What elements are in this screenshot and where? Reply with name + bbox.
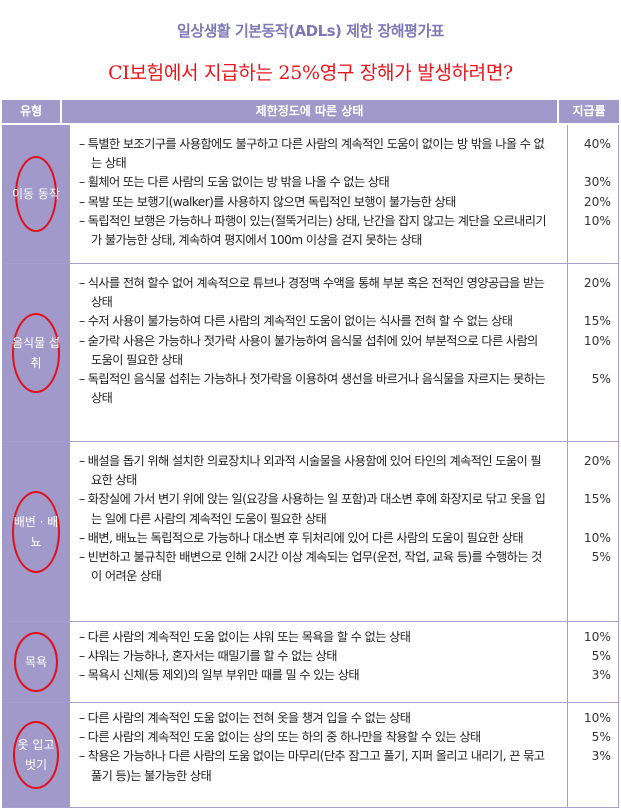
payout-rate: 3% — [591, 749, 611, 764]
payout-rate: 10% — [583, 333, 611, 348]
state-text: – 착용은 가능하나 다른 사람의 도움 없이는 마무리(단추 잠그고 풀기, … — [79, 749, 545, 783]
state-text: – 특별한 보조기구를 사용함에도 불구하고 다른 사람의 계속적인 도움이 없… — [79, 137, 545, 171]
state-text: – 식사를 전혀 할수 없어 계속적으로 튜브나 경정맥 수액을 통해 부분 혹… — [79, 276, 545, 310]
list-item: – 착용은 가능하나 다른 사람의 도움 없이는 마무리(단추 잠그고 풀기, … — [71, 747, 618, 785]
list-item: – 식사를 전혀 할수 없어 계속적으로 튜브나 경정맥 수액을 통해 부분 혹… — [71, 274, 618, 312]
list-item: – 다른 사람의 계속적인 도움 없이는 샤워 또는 목욕을 할 수 없는 상태… — [71, 628, 618, 647]
state-text: – 배설을 돕기 위해 설치한 의료장치나 외과적 시술물을 사용함에 있어 타… — [79, 454, 542, 488]
header-state: 제한정도에 따른 상태 — [62, 100, 559, 123]
list-item: – 휠체어 또는 다른 사람의 도움 없이는 방 밖을 나올 수 없는 상태 30… — [71, 173, 618, 192]
list-item: – 배변, 배뇨는 독립적으로 가능하나 대소변 후 뒤처리에 있어 다른 사람… — [71, 529, 618, 548]
payout-rate: 15% — [583, 314, 611, 329]
type-cell: 목욕 — [2, 622, 71, 702]
red-circle-highlight — [15, 156, 57, 232]
type-label: 이동 동작 — [12, 187, 60, 201]
table-row: 옷 입고 벗기 – 다른 사람의 계속적인 도움 없이는 전혀 옷을 챙겨 입을 … — [2, 702, 619, 807]
list-item: – 특별한 보조기구를 사용함에도 불구하고 다른 사람의 계속적인 도움이 없… — [71, 135, 618, 173]
payout-rate: 40% — [583, 137, 611, 151]
list-item: – 독립적인 보행은 가능하나 파행이 있는(절뚝거리는) 상태, 난간을 잡지… — [71, 212, 618, 250]
state-text: – 휠체어 또는 다른 사람의 도움 없이는 방 밖을 나올 수 없는 상태 — [79, 175, 390, 190]
payout-rate: 10% — [583, 711, 611, 725]
state-text: – 다른 사람의 계속적인 도움 없이는 상의 또는 하의 중 하나만을 착용할… — [79, 730, 481, 745]
state-cell: – 다른 사람의 계속적인 도움 없이는 샤워 또는 목욕을 할 수 없는 상태… — [71, 622, 619, 702]
payout-rate: 5% — [591, 730, 611, 745]
header-type: 유형 — [2, 100, 62, 123]
state-text: – 숟가락 사용은 가능하나 젓가락 사용이 불가능하여 음식물 섭취에 있어 … — [79, 333, 538, 367]
table-row: 배변 · 배뇨 – 배설을 돕기 위해 설치한 의료장치나 외과적 시술물을 사용… — [2, 441, 619, 621]
table-row: 목욕 – 다른 사람의 계속적인 도움 없이는 샤워 또는 목욕을 할 수 없는 … — [2, 621, 619, 702]
list-item: – 다른 사람의 계속적인 도움 없이는 전혀 옷을 챙겨 입을 수 없는 상태… — [71, 709, 618, 728]
payout-rate: 3% — [591, 668, 611, 683]
page-title: 일상생활 기본동작(ADLs) 제한 장해평가표 — [177, 22, 444, 40]
state-cell: – 식사를 전혀 할수 없어 계속적으로 튜브나 경정맥 수액을 통해 부분 혹… — [71, 264, 619, 441]
payout-rate: 20% — [583, 194, 611, 209]
state-text: – 화장실에 가서 변기 위에 앉는 일(요강을 사용하는 일 포함)과 대소변… — [79, 492, 546, 526]
type-cell: 옷 입고 벗기 — [2, 703, 71, 807]
type-cell: 배변 · 배뇨 — [2, 442, 71, 621]
red-circle-highlight — [14, 632, 58, 692]
state-text: – 빈번하고 불규칙한 배변으로 인해 2시간 이상 계속되는 업무(운전, 작… — [79, 550, 542, 584]
state-text: – 다른 사람의 계속적인 도움 없이는 샤워 또는 목욕을 할 수 없는 상태 — [79, 630, 411, 644]
type-cell: 이동 동작 — [2, 125, 71, 263]
payout-rate: 10% — [583, 630, 611, 644]
payout-rate: 10% — [583, 213, 611, 228]
payout-rate: 20% — [583, 454, 611, 468]
state-text: – 목발 또는 보행기(walker)를 사용하지 않으면 독립적인 보행이 불… — [79, 194, 456, 209]
table-row: 이동 동작 – 특별한 보조기구를 사용함에도 불구하고 다른 사람의 계속적인 … — [2, 123, 619, 263]
list-item: – 샤워는 가능하나, 혼자서는 때밀기를 할 수 없는 상태 5% — [71, 647, 618, 666]
payout-rate: 15% — [583, 492, 611, 507]
list-item: – 다른 사람의 계속적인 도움 없이는 상의 또는 하의 중 하나만을 착용할… — [71, 728, 618, 747]
payout-rate: 5% — [591, 649, 611, 664]
red-circle-highlight — [12, 312, 60, 393]
state-text: – 다른 사람의 계속적인 도움 없이는 전혀 옷을 챙겨 입을 수 없는 상태 — [79, 711, 411, 725]
type-label: 배변 · 배뇨 — [13, 514, 59, 549]
type-label: 목욕 — [24, 655, 48, 669]
table-header: 유형 제한정도에 따른 상태 지급률 — [2, 100, 619, 123]
list-item: – 목발 또는 보행기(walker)를 사용하지 않으면 독립적인 보행이 불… — [71, 193, 618, 212]
payout-rate: 20% — [583, 276, 611, 290]
state-text: – 독립적인 음식물 섭취는 가능하나 젓가락을 이용하여 생선을 바르거나 음… — [79, 372, 546, 406]
list-item: – 화장실에 가서 변기 위에 앉는 일(요강을 사용하는 일 포함)과 대소변… — [71, 490, 618, 528]
list-item: – 빈번하고 불규칙한 배변으로 인해 2시간 이상 계속되는 업무(운전, 작… — [71, 548, 618, 586]
state-text: – 목욕시 신체(등 제외)의 일부 부위만 때를 밀 수 있는 상태 — [79, 668, 360, 683]
state-text: – 수저 사용이 불가능하여 다른 사람의 계속적인 도움이 없이는 식사를 전… — [79, 314, 513, 329]
table-row: 음식물 섭취 – 식사를 전혀 할수 없어 계속적으로 튜브나 경정맥 수액을 통… — [2, 263, 619, 441]
list-item: – 수저 사용이 불가능하여 다른 사람의 계속적인 도움이 없이는 식사를 전… — [71, 312, 618, 331]
payout-rate: 5% — [591, 550, 611, 565]
state-cell: – 배설을 돕기 위해 설치한 의료장치나 외과적 시술물을 사용함에 있어 타… — [71, 442, 619, 621]
type-label: 음식물 섭취 — [12, 335, 60, 370]
header-rate: 지급률 — [572, 104, 606, 118]
red-circle-highlight — [13, 721, 59, 789]
page-subtitle: CI보험에서 지급하는 25%영구 장해가 발생하려면? — [108, 62, 513, 84]
list-item: – 숟가락 사용은 가능하나 젓가락 사용이 불가능하여 음식물 섭취에 있어 … — [71, 332, 618, 370]
payout-rate: 10% — [583, 530, 611, 545]
red-circle-highlight — [12, 490, 60, 573]
state-text: – 샤워는 가능하나, 혼자서는 때밀기를 할 수 없는 상태 — [79, 649, 337, 664]
payout-rate: 30% — [583, 175, 611, 190]
payout-rate: 5% — [591, 372, 611, 387]
state-text: – 배변, 배뇨는 독립적으로 가능하나 대소변 후 뒤처리에 있어 다른 사람… — [79, 530, 524, 545]
list-item: – 목욕시 신체(등 제외)의 일부 부위만 때를 밀 수 있는 상태 3% — [71, 666, 618, 685]
type-label: 옷 입고 벗기 — [17, 738, 55, 772]
state-cell: – 특별한 보조기구를 사용함에도 불구하고 다른 사람의 계속적인 도움이 없… — [71, 125, 619, 263]
list-item: – 배설을 돕기 위해 설치한 의료장치나 외과적 시술물을 사용함에 있어 타… — [71, 452, 618, 490]
state-text: – 독립적인 보행은 가능하나 파행이 있는(절뚝거리는) 상태, 난간을 잡지… — [79, 213, 547, 248]
list-item: – 독립적인 음식물 섭취는 가능하나 젓가락을 이용하여 생선을 바르거나 음… — [71, 370, 618, 408]
adl-table: 유형 제한정도에 따른 상태 지급률 이동 동작 – 특별한 보조기구를 사용함에… — [2, 100, 619, 808]
type-cell: 음식물 섭취 — [2, 264, 71, 441]
state-cell: – 다른 사람의 계속적인 도움 없이는 전혀 옷을 챙겨 입을 수 없는 상태… — [71, 703, 619, 807]
